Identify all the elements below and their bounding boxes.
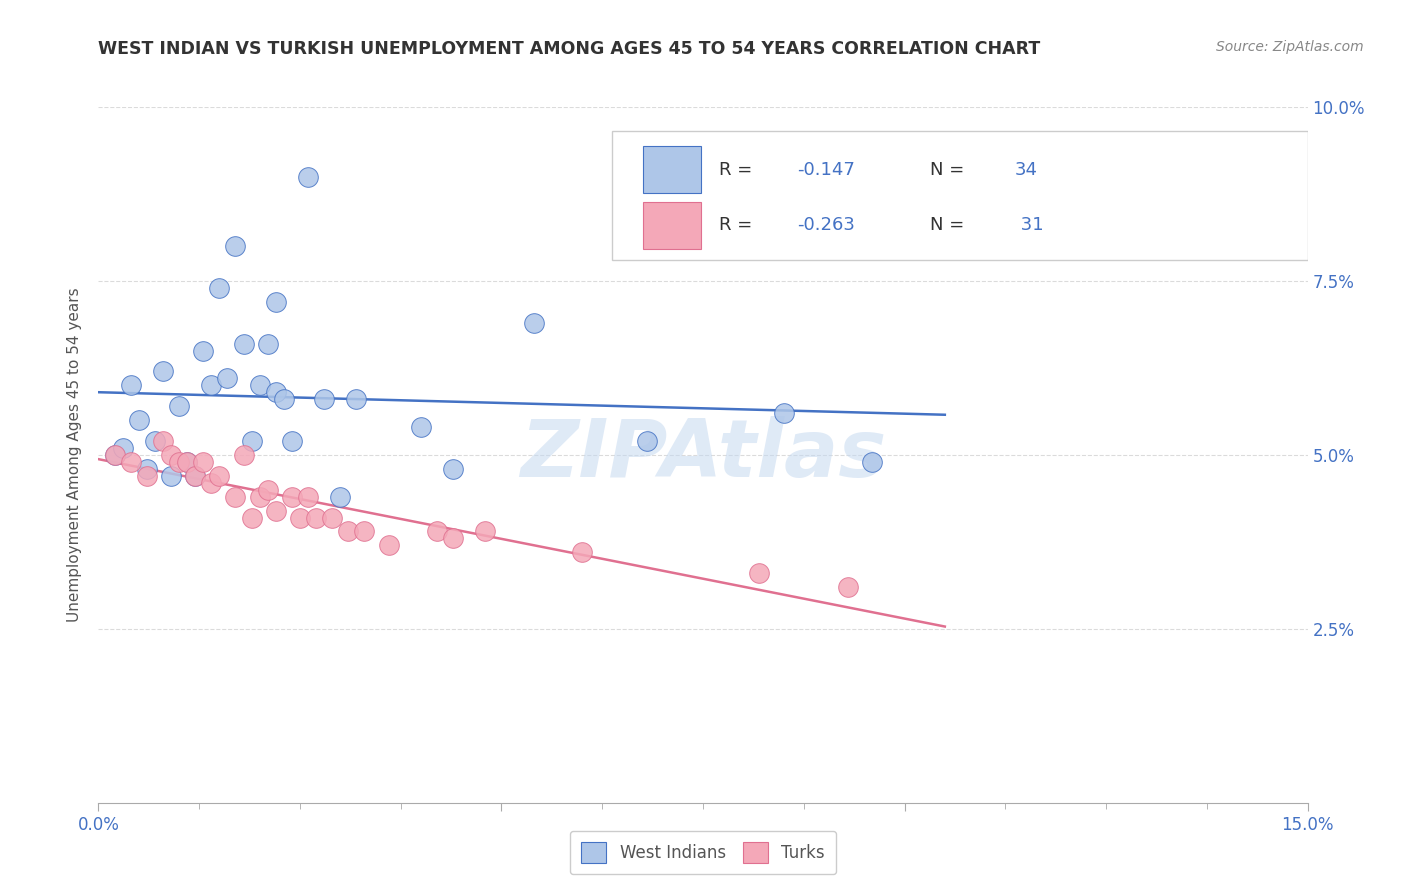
Point [474, 524, 496, 539]
Point [232, 448, 254, 462]
Point [256, 483, 278, 497]
Point [152, 434, 174, 448]
Point [143, 434, 166, 448]
Text: R =: R = [718, 217, 758, 235]
Point [409, 420, 432, 434]
Point [249, 378, 271, 392]
Legend: West Indians, Turks: West Indians, Turks [569, 830, 837, 874]
Point [426, 524, 449, 539]
Point [167, 399, 190, 413]
Point [636, 434, 658, 448]
Point [184, 468, 207, 483]
Point [135, 462, 157, 476]
Point [193, 343, 215, 358]
Point [160, 468, 183, 483]
Point [176, 455, 198, 469]
Point [329, 490, 352, 504]
Point [441, 462, 464, 476]
Point [249, 490, 271, 504]
Point [120, 378, 142, 392]
Point [256, 336, 278, 351]
Point [232, 336, 254, 351]
Point [200, 378, 222, 392]
Point [353, 524, 375, 539]
Point [176, 455, 198, 469]
Point [305, 510, 328, 524]
Text: Source: ZipAtlas.com: Source: ZipAtlas.com [1216, 40, 1364, 54]
Point [264, 385, 287, 400]
Point [160, 448, 183, 462]
Point [281, 434, 304, 448]
Text: -0.263: -0.263 [797, 217, 855, 235]
Point [128, 413, 150, 427]
Point [224, 239, 246, 253]
Point [288, 510, 311, 524]
FancyBboxPatch shape [643, 146, 700, 194]
Text: ZIPAtlas: ZIPAtlas [520, 416, 886, 494]
Point [321, 510, 343, 524]
Point [240, 510, 263, 524]
Point [297, 169, 319, 184]
Point [167, 455, 190, 469]
Point [224, 490, 246, 504]
Y-axis label: Unemployment Among Ages 45 to 54 years: Unemployment Among Ages 45 to 54 years [67, 287, 83, 623]
Text: 31: 31 [1015, 217, 1043, 235]
Point [748, 566, 770, 581]
Text: R =: R = [718, 161, 758, 178]
Point [337, 524, 360, 539]
Point [441, 532, 464, 546]
Point [772, 406, 794, 420]
Point [264, 503, 287, 517]
Point [208, 281, 231, 295]
Point [377, 538, 399, 552]
Point [184, 468, 207, 483]
Text: N =: N = [931, 217, 970, 235]
Text: WEST INDIAN VS TURKISH UNEMPLOYMENT AMONG AGES 45 TO 54 YEARS CORRELATION CHART: WEST INDIAN VS TURKISH UNEMPLOYMENT AMON… [98, 40, 1040, 58]
Point [152, 364, 174, 378]
Point [837, 580, 859, 594]
Point [297, 490, 319, 504]
Point [200, 475, 222, 490]
Point [860, 455, 883, 469]
Point [111, 441, 134, 455]
Point [281, 490, 304, 504]
Point [273, 392, 295, 407]
Point [523, 316, 546, 330]
Text: N =: N = [931, 161, 970, 178]
Point [208, 468, 231, 483]
FancyBboxPatch shape [643, 202, 700, 249]
Point [120, 455, 142, 469]
Point [571, 545, 593, 559]
Point [103, 448, 125, 462]
Point [344, 392, 367, 407]
Point [193, 455, 215, 469]
Point [240, 434, 263, 448]
Point [264, 294, 287, 309]
Point [103, 448, 125, 462]
Text: -0.147: -0.147 [797, 161, 855, 178]
FancyBboxPatch shape [613, 131, 1308, 260]
Point [135, 468, 157, 483]
Point [217, 371, 239, 385]
Point [314, 392, 336, 407]
Text: 34: 34 [1015, 161, 1038, 178]
